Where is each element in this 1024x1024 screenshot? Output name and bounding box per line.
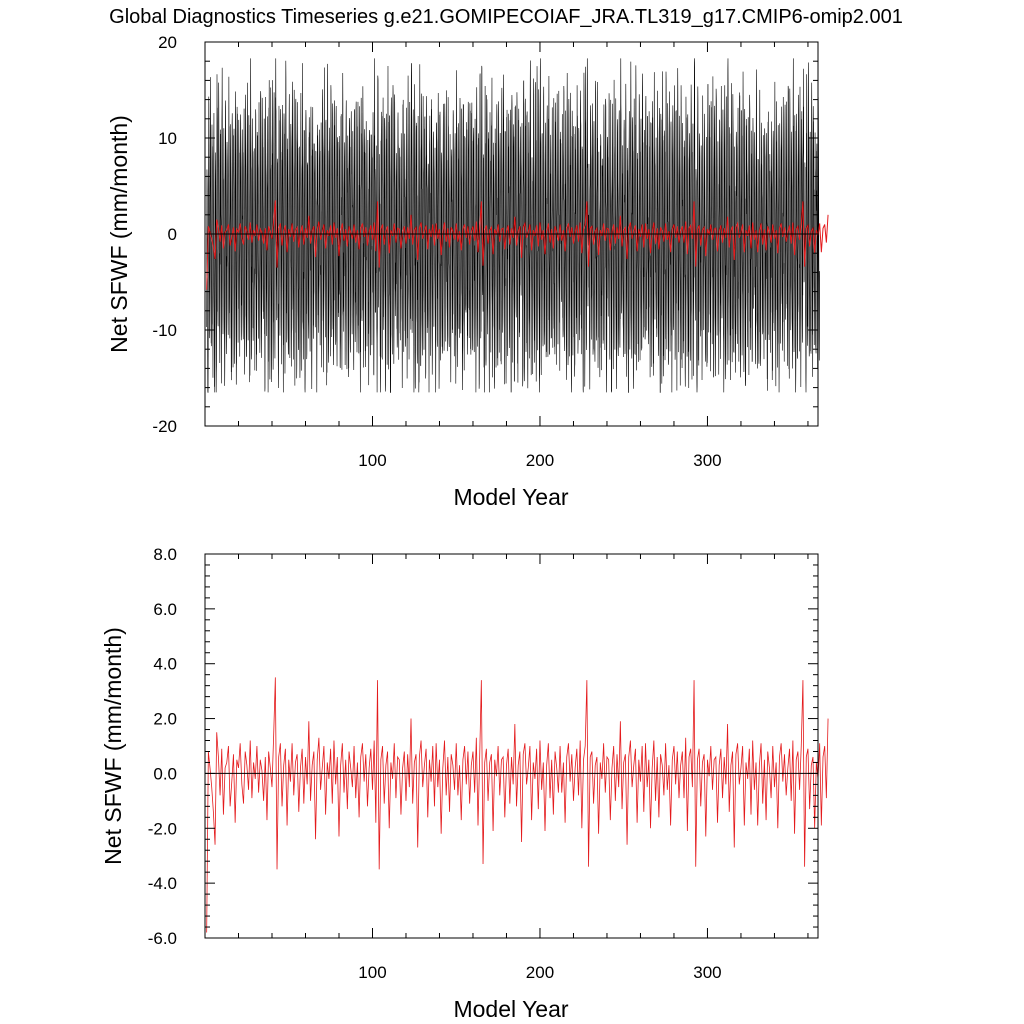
panel-2-series-annual bbox=[206, 677, 829, 933]
panel-1-series-monthly bbox=[206, 58, 820, 393]
y-tick-label: 0 bbox=[168, 225, 177, 244]
panel-1: -20 -10 0 10 20 100 200 300 Net SFWF (mm/month… bbox=[106, 33, 829, 510]
x-tick-label: 200 bbox=[526, 963, 554, 982]
panel-1-ytick-labels: -20 -10 0 10 20 bbox=[152, 33, 177, 436]
y-tick-label: 10 bbox=[158, 129, 177, 148]
panel-1-y-axis-label: Net SFWF (mm/month) bbox=[106, 115, 132, 353]
y-tick-label: 4.0 bbox=[153, 655, 177, 674]
y-tick-label: 0.0 bbox=[153, 764, 177, 783]
chart-title: Global Diagnostics Timeseries g.e21.GOMI… bbox=[109, 6, 903, 28]
y-tick-label: -20 bbox=[152, 417, 177, 436]
y-tick-label: -6.0 bbox=[148, 929, 177, 948]
panel-2-y-axis-label: Net SFWF (mm/month) bbox=[100, 627, 126, 865]
panel-1-x-axis-label: Model Year bbox=[453, 484, 568, 510]
x-tick-label: 300 bbox=[693, 451, 721, 470]
y-tick-label: -2.0 bbox=[148, 819, 177, 838]
panel-2-ticks bbox=[205, 553, 818, 939]
panel-1-ticks bbox=[205, 41, 818, 427]
x-tick-label: 200 bbox=[526, 451, 554, 470]
y-tick-label: 2.0 bbox=[153, 710, 177, 729]
x-tick-label: 100 bbox=[358, 963, 386, 982]
panel-2: -6.0 -4.0 -2.0 0.0 2.0 4.0 6.0 8.0 100 200 300 Ne… bbox=[100, 545, 829, 1022]
y-tick-label: 20 bbox=[158, 33, 177, 52]
series-annual-line bbox=[206, 200, 829, 290]
y-tick-label: 8.0 bbox=[153, 545, 177, 564]
panel-2-ytick-labels: -6.0 -4.0 -2.0 0.0 2.0 4.0 6.0 8.0 bbox=[148, 545, 177, 948]
panel-2-frame bbox=[204, 553, 819, 939]
series-monthly-line bbox=[206, 58, 820, 393]
y-tick-label: -4.0 bbox=[148, 874, 177, 893]
series-annual-line bbox=[206, 677, 829, 933]
x-tick-label: 300 bbox=[693, 963, 721, 982]
panel-2-x-axis-label: Model Year bbox=[453, 996, 568, 1022]
y-tick-label: -10 bbox=[152, 321, 177, 340]
panel-2-xtick-labels: 100 200 300 bbox=[358, 963, 721, 982]
panel-1-xtick-labels: 100 200 300 bbox=[358, 451, 721, 470]
panel-1-series-annual bbox=[206, 200, 829, 290]
x-tick-label: 100 bbox=[358, 451, 386, 470]
y-tick-label: 6.0 bbox=[153, 600, 177, 619]
